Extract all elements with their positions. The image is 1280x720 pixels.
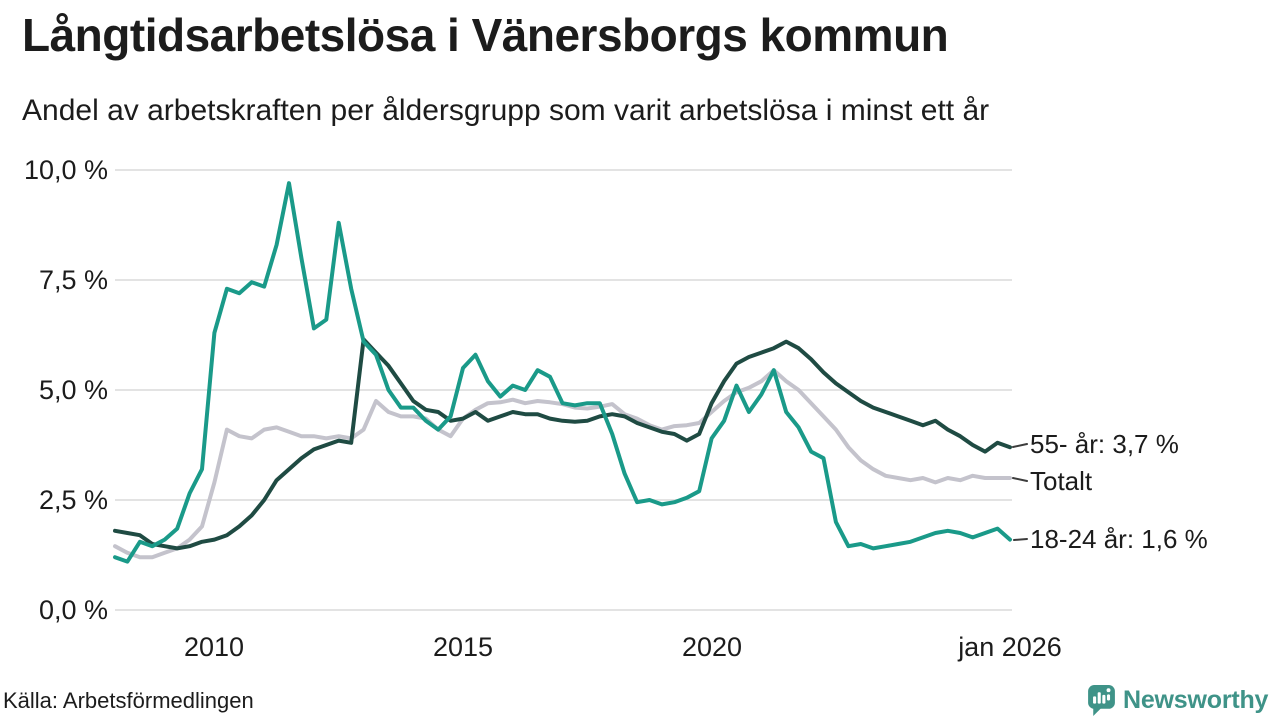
y-tick-2-5: 2,5 % xyxy=(38,485,108,515)
label-connectors xyxy=(1012,443,1028,541)
label-connector-18-24 xyxy=(1013,538,1028,541)
x-tick-2015: 2015 xyxy=(432,632,494,662)
x-tick-2020: 2020 xyxy=(681,632,743,662)
x-tick-jan-2026: jan 2026 xyxy=(958,632,1062,662)
y-tick-5: 5,0 % xyxy=(38,375,108,405)
label-connector-55-plus xyxy=(1012,443,1028,448)
series-line-age-55-plus xyxy=(113,337,1012,551)
series-label-total: Totalt xyxy=(1030,466,1093,496)
series-line-total xyxy=(113,368,1012,560)
series-lines xyxy=(113,181,1012,564)
chart-subtitle: Andel av arbetskraften per åldersgrupp s… xyxy=(22,94,990,127)
newsworthy-logo: Newsworthy xyxy=(1086,684,1268,717)
y-tick-7-5: 7,5 % xyxy=(38,265,108,295)
y-tick-10: 10,0 % xyxy=(23,155,108,185)
gridlines xyxy=(115,169,1012,611)
page-title: Långtidsarbetslösa i Vänersborgs kommun xyxy=(22,9,949,61)
series-line-age-18-24 xyxy=(113,181,1012,564)
x-tick-2010: 2010 xyxy=(183,632,245,662)
source-note: Källa: Arbetsförmedlingen xyxy=(3,688,254,713)
series-label-18-24: 18-24 år: 1,6 % xyxy=(1030,524,1208,554)
y-tick-0: 0,0 % xyxy=(38,595,108,625)
newsworthy-wordmark: Newsworthy xyxy=(1123,686,1269,714)
newsworthy-bubble-chart-icon xyxy=(1088,685,1115,716)
series-label-55-plus: 55- år: 3,7 % xyxy=(1030,429,1179,459)
label-connector-total xyxy=(1012,477,1028,482)
